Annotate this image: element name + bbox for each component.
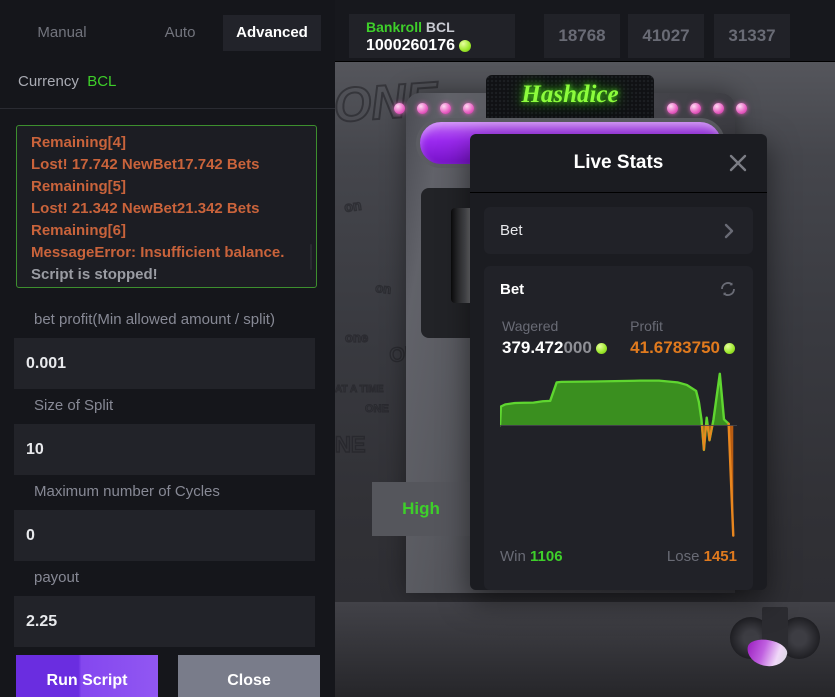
svg-text:on: on [343,197,362,215]
svg-text:NE: NE [335,432,366,457]
svg-text:AT A TIME: AT A TIME [335,384,384,395]
svg-text:on: on [375,280,392,297]
svg-text:one: one [345,330,368,345]
svg-text:ONE: ONE [365,403,389,415]
